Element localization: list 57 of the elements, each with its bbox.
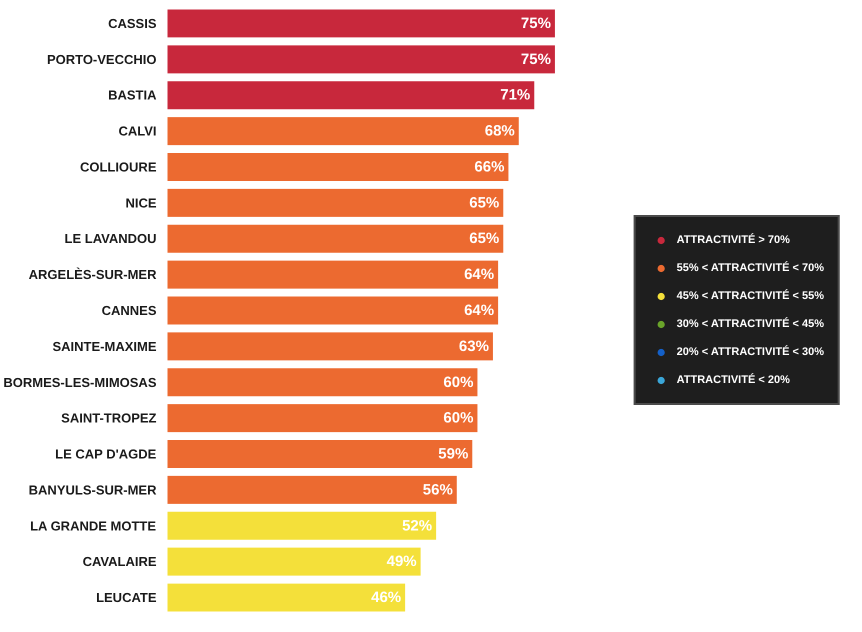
y-tick-label: BASTIA	[108, 88, 158, 103]
bar	[168, 296, 498, 324]
data-label: 75%	[520, 50, 551, 68]
bar	[168, 45, 555, 74]
y-tick-label: NICE	[125, 195, 157, 210]
data-label: 49%	[386, 553, 417, 570]
data-label: 52%	[402, 517, 432, 534]
data-label: 60%	[443, 374, 474, 391]
bar	[168, 404, 478, 432]
data-label: 68%	[484, 122, 515, 140]
y-tick-label: LE CAP D'AGDE	[55, 446, 157, 462]
legend-label: 55% < ATTRACTIVITÉ < 70%	[676, 262, 824, 274]
y-tick-label: LEUCATE	[96, 590, 157, 606]
bar	[168, 9, 555, 38]
legend-label: 45% < ATTRACTIVITÉ < 55%	[676, 290, 824, 302]
data-label: 71%	[500, 86, 530, 104]
y-tick-label: CASSIS	[108, 16, 157, 31]
y-tick-label: PORTO-VECCHIO	[46, 52, 157, 67]
legend-label: 20% < ATTRACTIVITÉ < 30%	[676, 346, 824, 358]
bar	[168, 260, 498, 289]
bar	[168, 332, 493, 360]
bar	[168, 476, 457, 504]
data-label: 63%	[458, 338, 489, 355]
legend-label: 30% < ATTRACTIVITÉ < 45%	[676, 318, 824, 330]
data-label: 75%	[520, 14, 551, 32]
data-label: 64%	[464, 266, 494, 284]
y-tick-label: ARGELÈS-SUR-MER	[28, 267, 158, 282]
data-label: 65%	[469, 194, 500, 212]
bar	[168, 368, 478, 396]
y-tick-label: COLLIOURE	[80, 159, 157, 174]
bar	[168, 81, 534, 110]
legend-label: ATTRACTIVITÉ < 20%	[676, 374, 790, 386]
y-tick-label: BORMES-LES-MIMOSAS	[3, 374, 157, 390]
y-tick-label: LE LAVANDOU	[64, 231, 157, 246]
bar	[168, 188, 504, 217]
bar	[168, 548, 421, 576]
data-label: 46%	[371, 589, 402, 606]
bar	[168, 440, 472, 468]
data-label: 56%	[422, 481, 453, 498]
y-tick-label: CALVI	[118, 124, 157, 139]
y-tick-label: CANNES	[102, 303, 157, 318]
y-tick-label: LA GRANDE MOTTE	[30, 518, 156, 534]
y-tick-label: CAVALAIRE	[82, 554, 157, 570]
data-label: 59%	[438, 446, 468, 463]
y-tick-label: SAINT-TROPEZ	[61, 410, 157, 426]
bar	[168, 512, 436, 540]
data-label: 64%	[464, 302, 494, 319]
bar	[168, 584, 406, 612]
bar	[168, 117, 519, 146]
legend-label: ATTRACTIVITÉ > 70%	[676, 234, 790, 246]
data-label: 66%	[474, 158, 504, 176]
y-tick-label: SAINTE-MAXIME	[52, 338, 157, 354]
bar	[168, 224, 504, 253]
bar	[168, 152, 508, 181]
data-label: 60%	[443, 410, 474, 427]
y-tick-label: BANYULS-SUR-MER	[28, 482, 158, 498]
data-label: 65%	[469, 230, 500, 248]
